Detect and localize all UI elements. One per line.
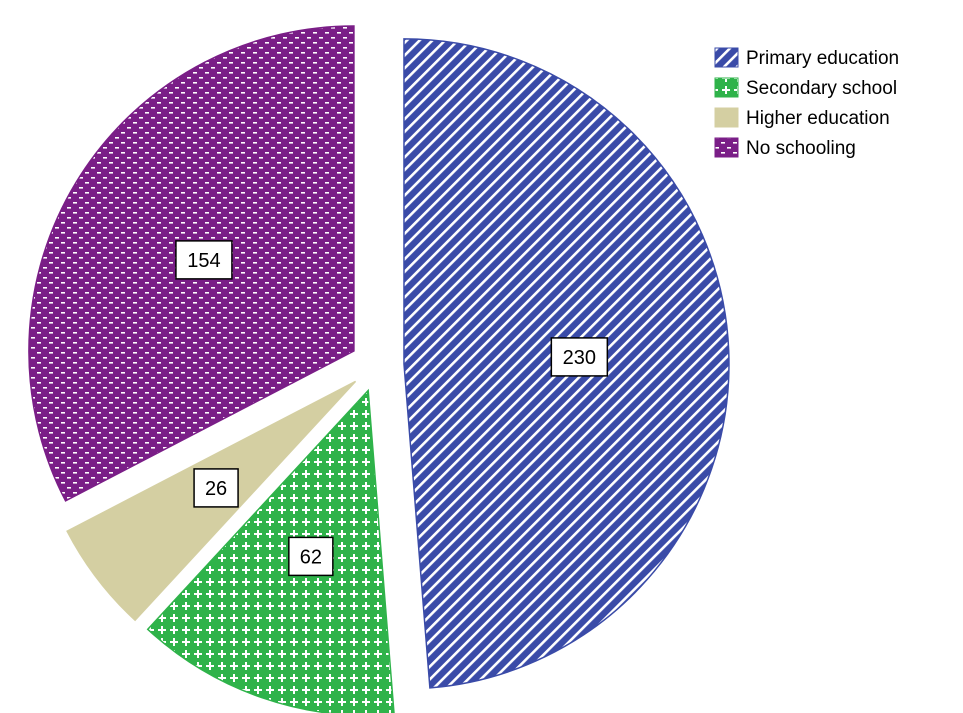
legend-label-secondary-school: Secondary school [746, 78, 897, 99]
legend-label-no-schooling: No schooling [746, 138, 856, 159]
legend-swatch-higher-education [714, 107, 739, 128]
slice-labels: 230 62 26 154 [175, 240, 609, 577]
legend-label-higher-education: Higher education [746, 108, 890, 129]
legend-label-primary-education: Primary education [746, 48, 899, 69]
legend-item-higher-education: Higher education [714, 107, 890, 129]
slice-value-text-secondary-school: 62 [300, 546, 322, 568]
slice-value-box-primary-education [550, 337, 609, 377]
slice-value-label-higher-education: 26 [193, 468, 239, 508]
slice-value-text-higher-education: 26 [205, 478, 227, 500]
pie-slice-secondary-school [146, 388, 395, 713]
legend-swatch-secondary-school [714, 77, 739, 98]
legend-swatch-no-schooling [714, 137, 739, 158]
legend-item-no-schooling: No schooling [714, 137, 856, 159]
slice-value-label-primary-education: 230 [550, 337, 609, 377]
legend-swatch-primary-education [714, 47, 739, 68]
legend-item-primary-education: Primary education [714, 47, 899, 69]
legend: Primary education Secondary school Higher … [714, 47, 899, 159]
slice-value-box-no-schooling [175, 240, 233, 280]
slices [28, 25, 730, 713]
slice-value-box-higher-education [193, 468, 239, 508]
slice-value-box-secondary-school [288, 536, 334, 577]
slice-value-text-no-schooling: 154 [187, 250, 220, 272]
slice-value-label-secondary-school: 62 [288, 536, 334, 577]
slice-value-label-no-schooling: 154 [175, 240, 233, 280]
slice-value-text-primary-education: 230 [563, 347, 596, 369]
legend-item-secondary-school: Secondary school [714, 77, 897, 99]
